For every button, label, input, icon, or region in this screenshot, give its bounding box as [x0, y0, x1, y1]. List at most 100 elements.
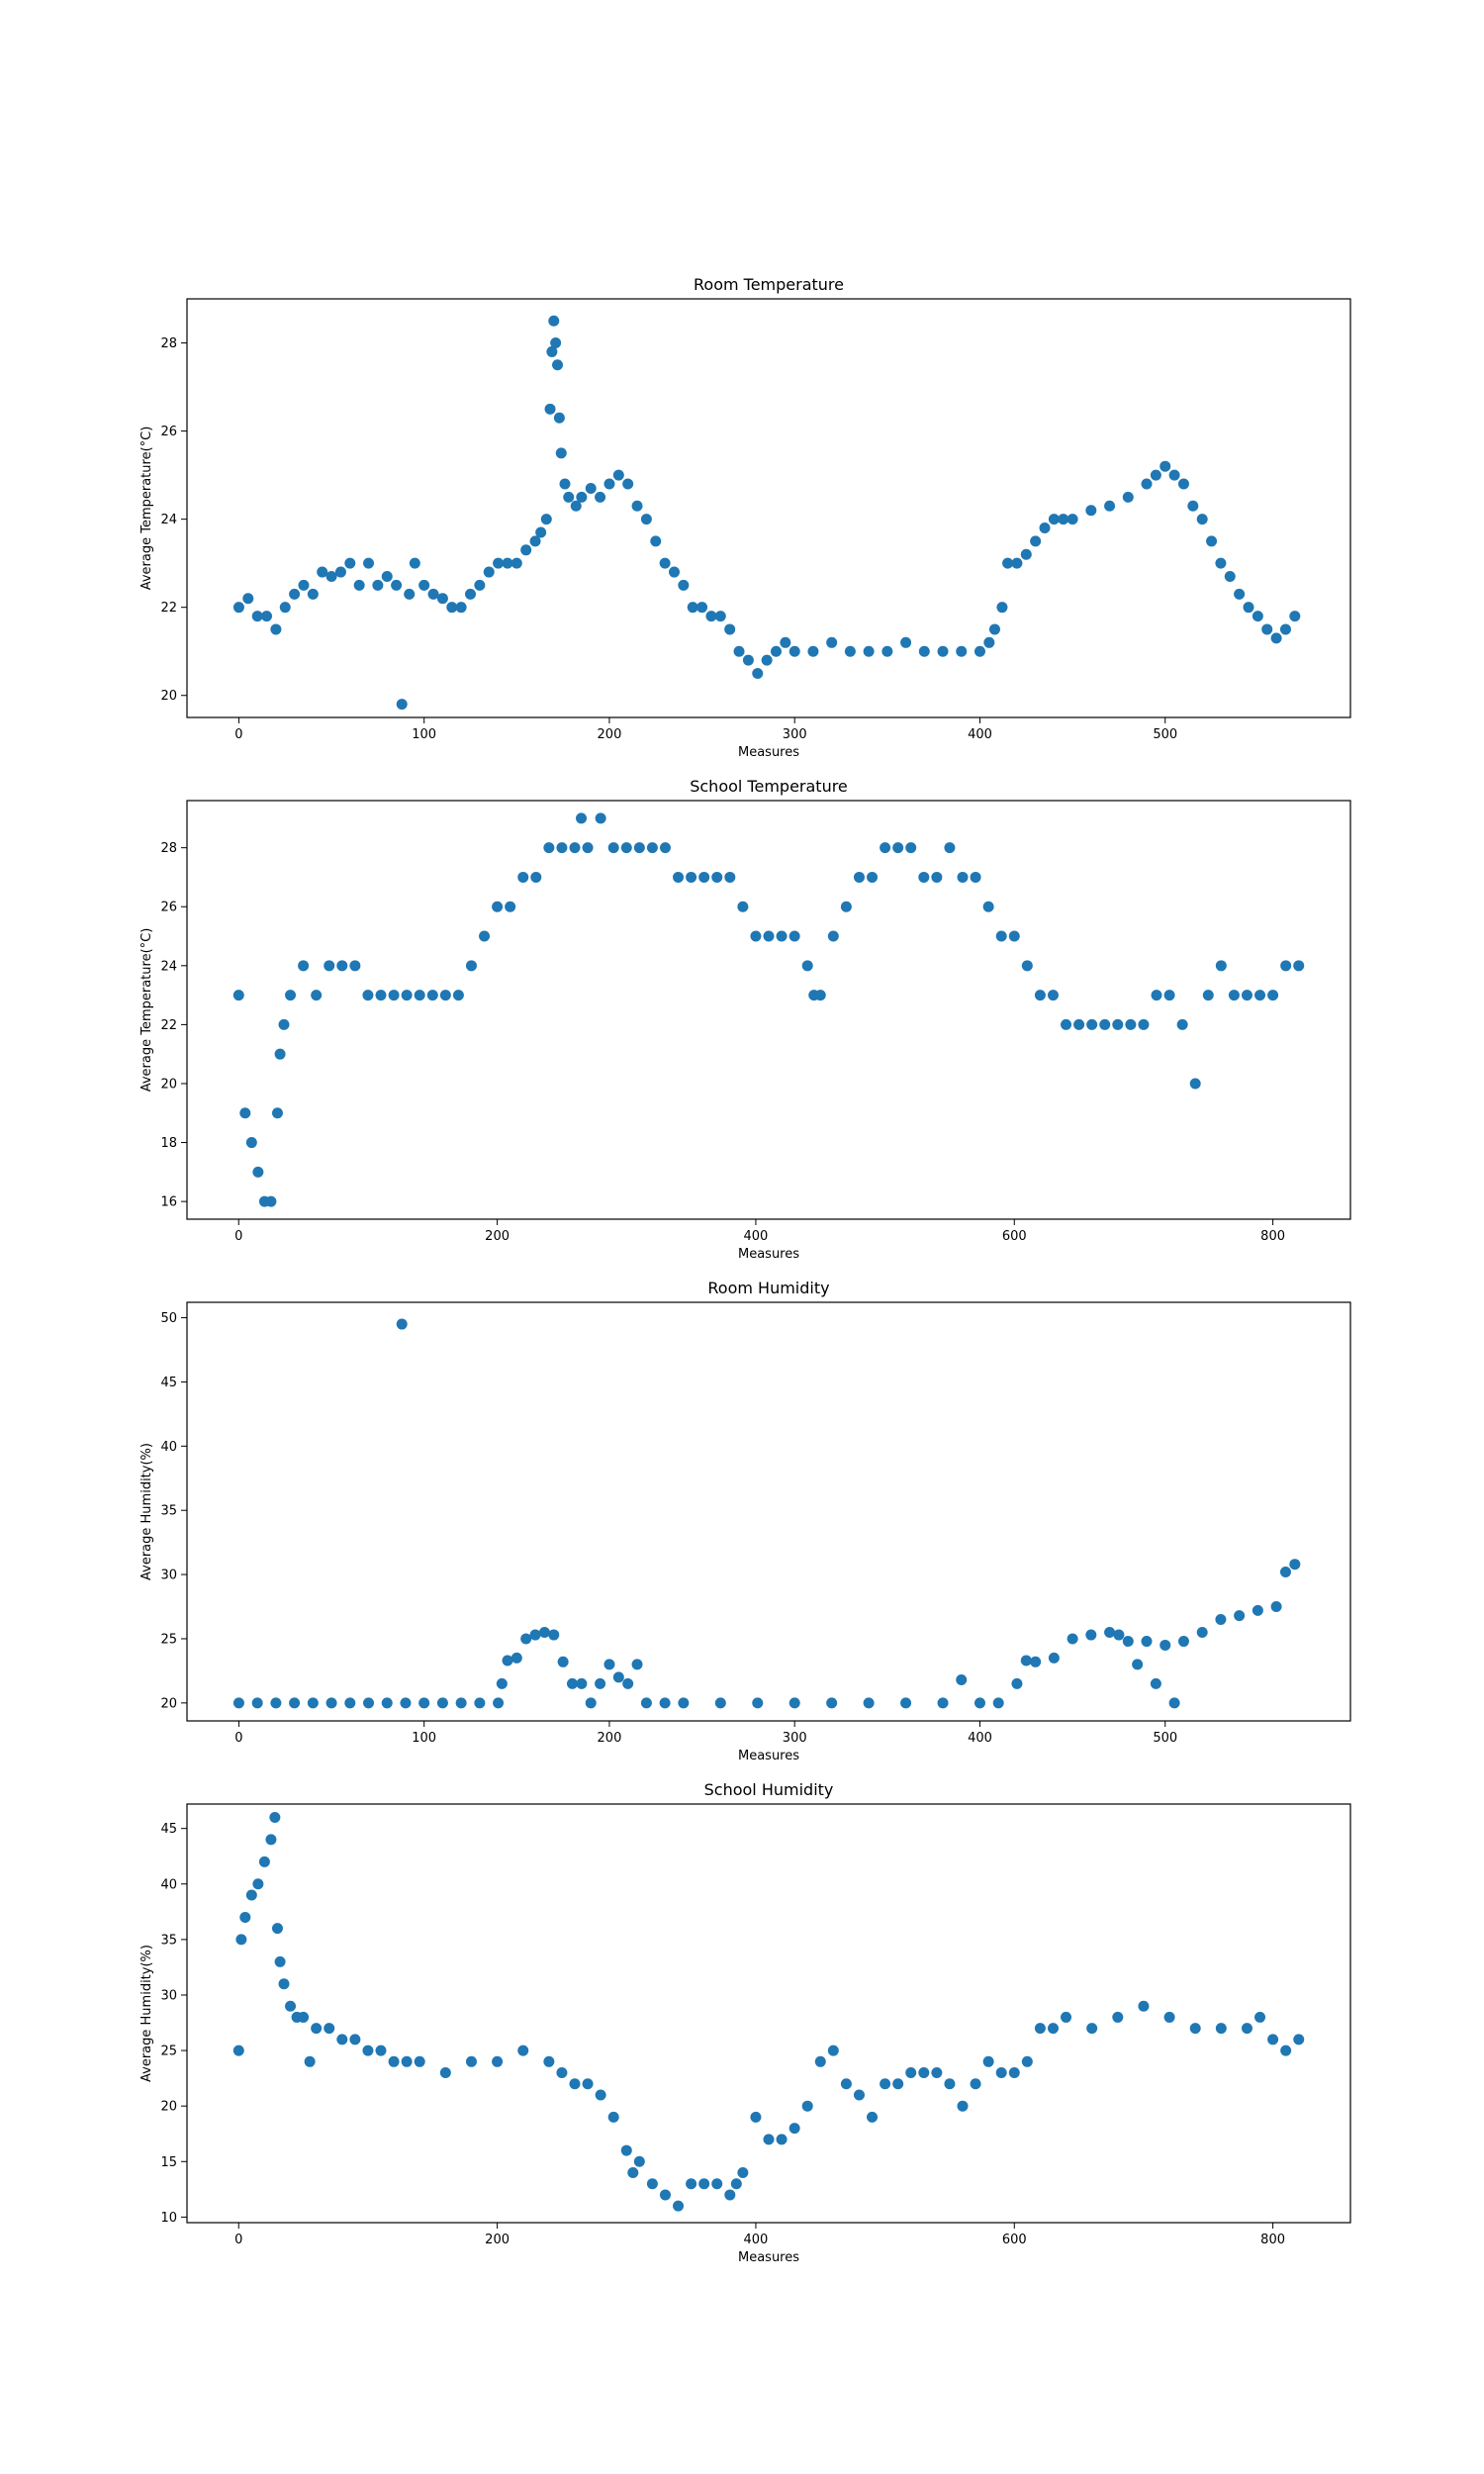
- data-point: [620, 842, 632, 854]
- data-point: [375, 990, 387, 1001]
- data-point: [1254, 2011, 1266, 2023]
- data-point: [324, 960, 335, 972]
- data-point: [801, 2100, 813, 2112]
- data-point: [687, 602, 698, 614]
- axes-frame: [186, 800, 1351, 1220]
- data-point: [714, 1697, 726, 1709]
- data-point: [957, 871, 969, 883]
- data-point: [1267, 990, 1279, 1001]
- data-point: [1168, 1697, 1180, 1709]
- x-tick-label: 400: [744, 1229, 769, 1244]
- data-point: [576, 1677, 588, 1689]
- data-point: [298, 960, 310, 972]
- data-point: [698, 2178, 710, 2190]
- data-point: [867, 871, 879, 883]
- data-point: [1150, 469, 1161, 481]
- axes-frame: [186, 298, 1351, 718]
- y-tick-label: 50: [160, 1311, 177, 1326]
- y-tick-label: 25: [160, 2045, 177, 2059]
- data-point: [827, 2045, 839, 2056]
- data-point: [627, 2167, 639, 2179]
- data-point: [289, 588, 301, 600]
- y-tick-label: 20: [160, 689, 177, 704]
- data-point: [269, 1811, 281, 1823]
- data-point: [1196, 514, 1208, 525]
- data-point: [1196, 1626, 1208, 1638]
- y-tick-label: 40: [160, 1877, 177, 1892]
- data-point: [307, 588, 319, 600]
- data-point: [1047, 990, 1059, 1001]
- data-point: [1289, 611, 1301, 622]
- data-point: [724, 2189, 736, 2201]
- data-point: [232, 602, 244, 614]
- data-point: [567, 1677, 578, 1689]
- data-point: [1252, 611, 1263, 622]
- x-tick-label: 0: [234, 1731, 242, 1746]
- data-point: [550, 337, 562, 349]
- x-tick-label: 0: [234, 2233, 242, 2247]
- data-point: [325, 1697, 337, 1709]
- data-point: [607, 2111, 619, 2123]
- data-point: [673, 871, 685, 883]
- data-point: [686, 871, 697, 883]
- y-tick-label: 35: [160, 1504, 177, 1519]
- x-tick-label: 200: [485, 2233, 510, 2247]
- y-axis-label: Average Temperature(°C): [139, 928, 154, 1093]
- data-point: [970, 871, 981, 883]
- data-point: [595, 812, 606, 824]
- data-point: [372, 579, 384, 591]
- data-point: [261, 611, 273, 622]
- x-tick-label: 200: [485, 1229, 510, 1244]
- axes-frame: [186, 1301, 1351, 1722]
- data-point: [867, 2111, 879, 2123]
- data-point: [1270, 1601, 1282, 1613]
- data-point: [245, 1137, 257, 1149]
- data-point: [900, 1697, 912, 1709]
- data-point: [344, 557, 356, 569]
- data-point: [595, 1677, 606, 1689]
- data-point: [520, 544, 532, 556]
- data-point: [496, 1677, 508, 1689]
- data-point: [840, 901, 852, 912]
- y-tick-label: 30: [160, 1988, 177, 2003]
- data-point: [944, 2078, 956, 2090]
- data-point: [995, 2067, 1007, 2079]
- data-point: [493, 557, 505, 569]
- data-point: [937, 1697, 949, 1709]
- data-point: [307, 1697, 319, 1709]
- data-point: [659, 2189, 671, 2201]
- data-point: [880, 842, 891, 854]
- data-point: [235, 1934, 247, 1946]
- x-tick-label: 500: [1153, 727, 1177, 742]
- chart-2: Room Humidity 0 100 200 300 400 500 20 25 30 35 40 4…: [139, 1279, 1351, 1763]
- data-point: [840, 2078, 852, 2090]
- data-point: [349, 960, 361, 972]
- data-point: [1067, 514, 1078, 525]
- data-point: [479, 930, 491, 942]
- data-point: [995, 930, 1007, 942]
- data-point: [556, 842, 568, 854]
- data-point: [944, 842, 956, 854]
- data-point: [548, 1629, 560, 1641]
- data-point: [334, 566, 346, 578]
- data-point: [705, 611, 717, 622]
- data-point: [595, 2089, 606, 2101]
- data-point: [540, 514, 552, 525]
- chart-title: School Humidity: [704, 1780, 834, 1799]
- data-point: [502, 557, 513, 569]
- data-point: [492, 2055, 504, 2067]
- data-point: [1228, 990, 1240, 1001]
- data-point: [409, 557, 420, 569]
- data-point: [375, 2045, 387, 2056]
- data-point: [278, 1978, 290, 1990]
- data-point: [761, 654, 773, 666]
- data-point: [982, 901, 994, 912]
- data-point: [711, 871, 723, 883]
- data-point: [455, 1697, 467, 1709]
- data-point: [510, 557, 522, 569]
- data-point: [404, 588, 416, 600]
- data-point: [274, 1048, 286, 1060]
- data-point: [918, 2067, 930, 2079]
- data-points: [232, 1318, 1301, 1709]
- data-point: [535, 526, 547, 538]
